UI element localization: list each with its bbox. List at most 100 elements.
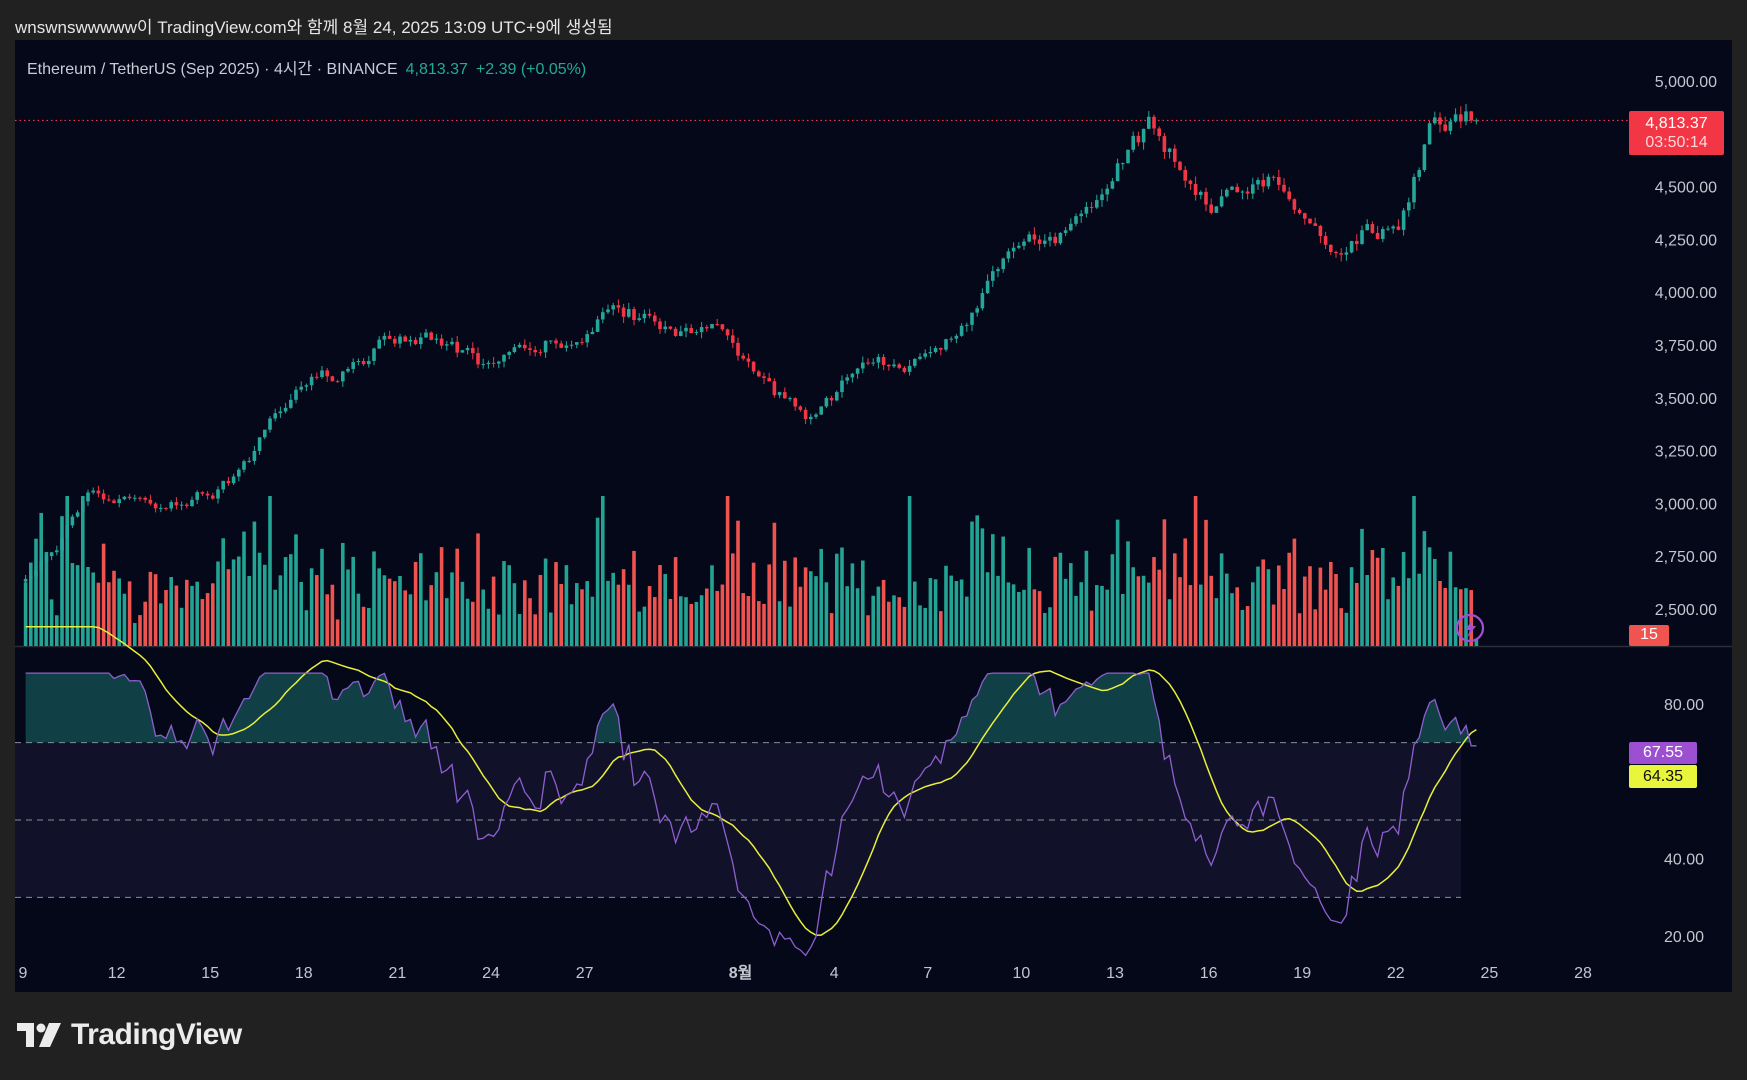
volume-bar [855, 588, 860, 646]
candle [1188, 180, 1193, 184]
price-tick-label: 3,000.00 [1655, 496, 1717, 513]
candle [705, 327, 709, 329]
volume-bar [746, 596, 751, 646]
symbol-header[interactable]: Ethereum / TetherUS (Sep 2025) · 4시간 · B… [27, 55, 586, 79]
candle [1360, 230, 1364, 244]
candle [637, 318, 641, 320]
volume-bar [268, 496, 272, 646]
candle [855, 368, 860, 374]
volume-bar [757, 601, 761, 646]
candle [81, 501, 85, 513]
logo-text: TradingView [71, 1018, 242, 1051]
candle [549, 340, 553, 342]
candle [127, 496, 132, 499]
candle [195, 492, 199, 500]
volume-bar [777, 601, 782, 646]
volume-bar [606, 580, 610, 646]
volume-bar [897, 597, 901, 646]
candle [632, 309, 636, 320]
volume-bar [304, 610, 309, 646]
chart-canvas[interactable]: 5,000.00 4,500.00 4,250.00 4,000.00 3,750.00… [15, 40, 1732, 992]
volume-bar [970, 521, 974, 646]
candle [788, 398, 792, 400]
candle [1396, 226, 1401, 230]
candle [814, 414, 818, 417]
price-tick-label: 3,750.00 [1655, 338, 1717, 355]
candle [653, 315, 657, 322]
rsi-overbought-fill [25, 673, 1477, 743]
candle [1438, 117, 1442, 125]
candle [471, 348, 475, 354]
candle [294, 389, 298, 400]
candle [762, 376, 766, 379]
volume-bar [512, 583, 517, 646]
candle [1412, 176, 1416, 203]
volume-bar [1173, 553, 1177, 646]
volume-bar [34, 538, 38, 646]
candle [185, 504, 189, 507]
candle [34, 570, 38, 577]
time-axis[interactable]: 9 12 15 18 21 24 27 8월 4 7 10 13 16 19 22 25 28 [19, 964, 1592, 982]
tradingview-logo[interactable]: TradingView [17, 1018, 242, 1052]
candle [403, 336, 407, 342]
candle [242, 461, 246, 470]
volume-bar [1271, 604, 1276, 646]
candle [148, 499, 153, 504]
volume-bar [320, 548, 324, 646]
candle [1147, 116, 1151, 129]
reference-lines [15, 119, 1732, 898]
volume-bar [1225, 573, 1229, 646]
candle [845, 377, 849, 381]
volume-bar [616, 584, 621, 646]
volume-bar [455, 548, 459, 646]
volume-bar [107, 582, 111, 646]
volume-bar [1121, 593, 1125, 646]
volume-bar [569, 604, 574, 646]
volume-bar [75, 565, 80, 646]
volume-bar [1261, 559, 1265, 646]
candle [49, 552, 54, 557]
volume-bar [731, 553, 735, 646]
candle [1183, 169, 1187, 181]
candle [1375, 232, 1380, 239]
chart-panel[interactable]: 5,000.00 4,500.00 4,250.00 4,000.00 3,750.00… [15, 40, 1732, 992]
candle [273, 413, 277, 419]
volume-bar [424, 600, 428, 646]
price-axis[interactable]: 5,000.00 4,500.00 4,250.00 4,000.00 3,750.00… [1655, 74, 1717, 946]
volume-bar [1386, 599, 1390, 646]
candle [1063, 230, 1068, 233]
volume-bar [965, 596, 969, 646]
volume-bar [705, 588, 709, 646]
candle [60, 538, 64, 551]
candle [1193, 183, 1198, 195]
volume-bar [803, 567, 808, 646]
candle [247, 460, 251, 462]
candle [1006, 251, 1011, 259]
candle [1032, 234, 1037, 240]
volume-bar [252, 521, 257, 646]
volume-bar [1058, 552, 1063, 646]
volume-bar [751, 562, 756, 646]
volume-bar [299, 581, 303, 646]
candle [991, 271, 995, 281]
volume-bar [23, 582, 28, 646]
volume-bar [1131, 567, 1135, 646]
volume-bar [954, 581, 959, 646]
candle [445, 344, 449, 346]
volume-bar [429, 585, 433, 646]
volume-bar [330, 584, 335, 646]
volume-bar [783, 560, 787, 646]
volume-bar [491, 576, 496, 646]
candle [512, 347, 517, 352]
candle [1095, 200, 1099, 208]
candle [533, 349, 537, 353]
volume-bar [96, 582, 101, 646]
time-tick-label: 16 [1200, 965, 1218, 982]
alert-lightning-icon[interactable] [1455, 613, 1485, 643]
candle [387, 335, 392, 339]
volume-bar [845, 586, 849, 646]
candle [840, 380, 844, 393]
volume-bar [133, 623, 137, 646]
candle [1225, 189, 1229, 197]
candle [138, 497, 142, 499]
